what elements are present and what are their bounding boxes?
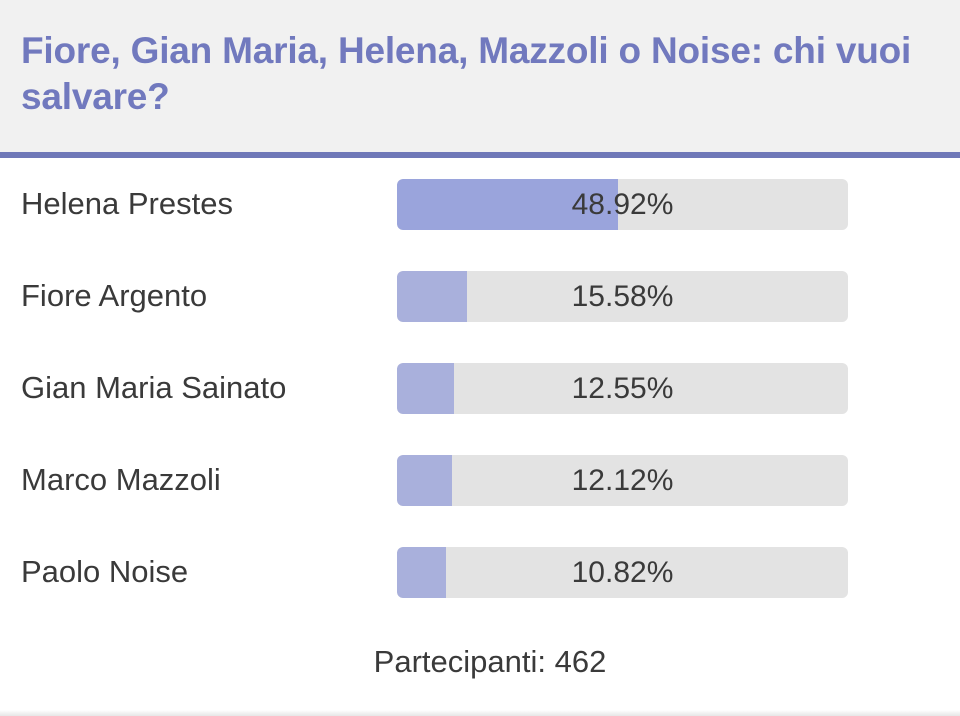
poll-option-paolo-noise[interactable]: Paolo Noise 10.82% <box>0 526 960 618</box>
vote-bar-fill <box>397 179 618 230</box>
vote-percentage: 10.82% <box>571 556 674 589</box>
poll-option-fiore-argento[interactable]: Fiore Argento 15.58% <box>0 250 960 342</box>
option-label: Paolo Noise <box>21 554 189 589</box>
vote-bar-fill <box>397 455 452 506</box>
vote-bar-fill <box>397 547 446 598</box>
vote-percentage: 12.12% <box>571 464 674 497</box>
poll-title: Fiore, Gian Maria, Helena, Mazzoli o Noi… <box>21 30 912 117</box>
poll-option-helena-prestes[interactable]: Helena Prestes 48.92% <box>0 158 960 250</box>
poll-option-gian-maria-sainato[interactable]: Gian Maria Sainato 12.55% <box>0 342 960 434</box>
participants-count: Partecipanti: 462 <box>373 644 607 679</box>
option-label: Gian Maria Sainato <box>21 370 287 405</box>
vote-percentage: 15.58% <box>571 280 674 313</box>
poll-options: Helena Prestes 48.92% Fiore Argento 15.5… <box>0 158 960 618</box>
card-bottom-shadow <box>0 710 960 716</box>
vote-bar-fill <box>397 363 454 414</box>
option-label: Marco Mazzoli <box>21 462 221 497</box>
vote-bar[interactable]: 10.82% <box>397 547 848 598</box>
vote-bar[interactable]: 15.58% <box>397 271 848 322</box>
vote-percentage: 48.92% <box>571 188 674 221</box>
poll-option-marco-mazzoli[interactable]: Marco Mazzoli 12.12% <box>0 434 960 526</box>
vote-bar-fill <box>397 271 468 322</box>
option-label: Helena Prestes <box>21 186 233 221</box>
vote-bar[interactable]: 12.55% <box>397 363 848 414</box>
option-label: Fiore Argento <box>21 278 208 313</box>
vote-bar[interactable]: 12.12% <box>397 455 848 506</box>
poll-header: Fiore, Gian Maria, Helena, Mazzoli o Noi… <box>0 0 960 158</box>
vote-bar[interactable]: 48.92% <box>397 179 848 230</box>
vote-percentage: 12.55% <box>571 372 674 405</box>
